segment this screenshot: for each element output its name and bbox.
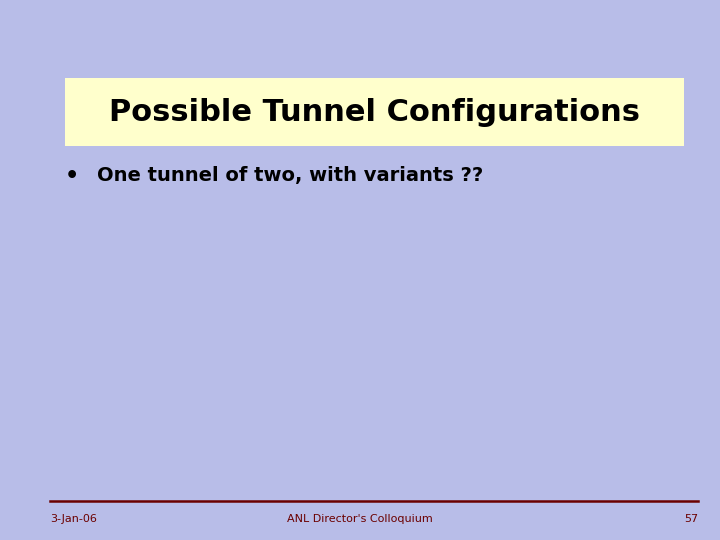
Text: 57: 57: [684, 515, 698, 524]
Text: 3-Jan-06: 3-Jan-06: [50, 515, 97, 524]
Text: ANL Director's Colloquium: ANL Director's Colloquium: [287, 515, 433, 524]
Text: Possible Tunnel Configurations: Possible Tunnel Configurations: [109, 98, 640, 126]
Text: •: •: [65, 165, 79, 186]
Text: One tunnel of two, with variants ??: One tunnel of two, with variants ??: [97, 166, 483, 185]
FancyBboxPatch shape: [65, 78, 684, 146]
